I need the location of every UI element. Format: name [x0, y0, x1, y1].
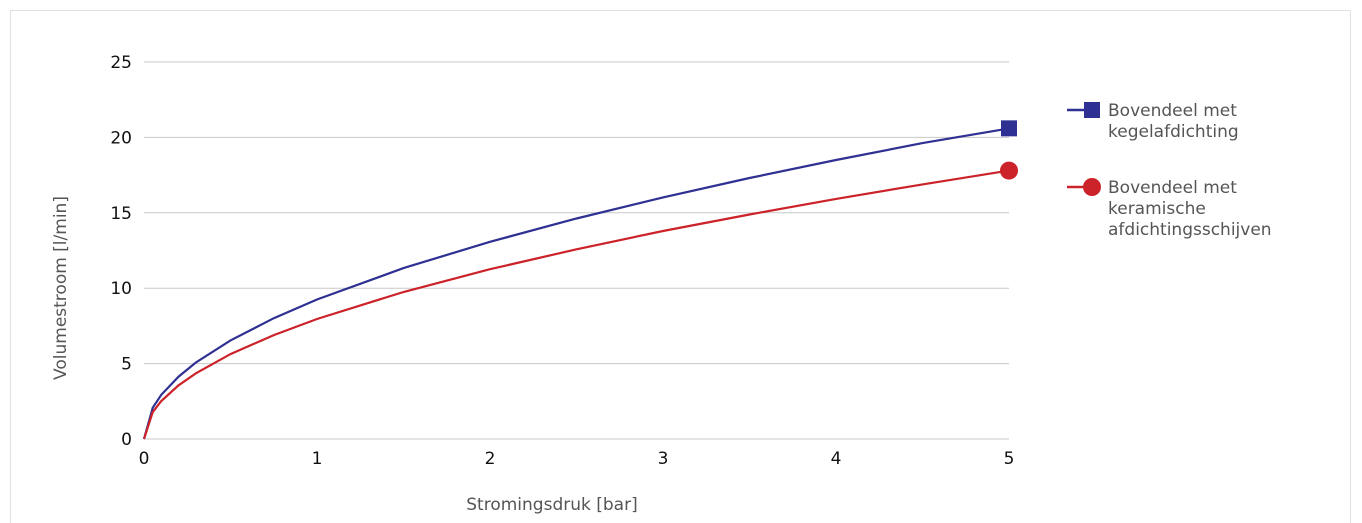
- x-tick-label: 5: [1004, 449, 1015, 469]
- legend-entry-2: Bovendeel metkeramischeafdichtingsschijv…: [1067, 178, 1272, 240]
- y-tick-label: 25: [110, 53, 132, 73]
- legend-square-marker: [1084, 102, 1100, 118]
- x-tick-label: 2: [485, 449, 496, 469]
- y-tick-label: 15: [110, 204, 132, 224]
- x-tick-label: 3: [658, 449, 669, 469]
- y-axis-ticks: 0 5 10 15 20 25: [110, 53, 132, 450]
- chart-frame: [10, 10, 1351, 523]
- y-axis-title: Volumestroom [l/min]: [51, 196, 71, 380]
- legend-label-line: Bovendeel met: [1108, 178, 1237, 198]
- grid-layer: [144, 61, 1009, 440]
- series-layer: [142, 120, 1018, 440]
- y-tick-label: 0: [121, 430, 132, 450]
- legend-circle-marker: [1083, 178, 1101, 196]
- x-axis-title: Stromingsdruk [bar]: [466, 495, 637, 515]
- x-tick-label: 4: [831, 449, 842, 469]
- legend-label-line: kegelafdichting: [1108, 122, 1239, 142]
- y-tick-label: 10: [110, 279, 132, 299]
- series-2: [142, 161, 1018, 440]
- series-line-2: [142, 169, 1010, 440]
- x-tick-label: 0: [139, 449, 150, 469]
- legend-label-line: Bovendeel met: [1108, 101, 1237, 121]
- y-tick-label: 20: [110, 128, 132, 148]
- end-marker-square: [1001, 120, 1017, 137]
- y-tick-label: 5: [121, 355, 132, 375]
- end-marker-circle: [1000, 161, 1018, 180]
- series-1: [142, 120, 1017, 440]
- legend-label-line: afdichtingsschijven: [1108, 220, 1272, 240]
- x-tick-label: 1: [312, 449, 323, 469]
- x-axis-ticks: 0 1 2 3 4 5: [139, 449, 1015, 469]
- legend-label-line: keramische: [1108, 199, 1206, 219]
- series-line-1: [142, 127, 1010, 440]
